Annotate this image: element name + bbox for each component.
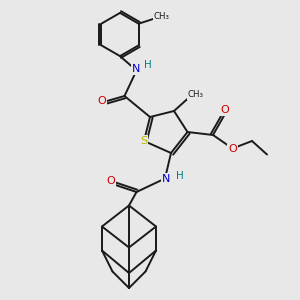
Text: O: O bbox=[220, 105, 230, 116]
Text: O: O bbox=[228, 143, 237, 154]
Text: H: H bbox=[176, 171, 184, 181]
Text: CH₃: CH₃ bbox=[154, 12, 170, 21]
Text: N: N bbox=[162, 173, 171, 184]
Text: O: O bbox=[106, 176, 116, 187]
Text: S: S bbox=[140, 136, 148, 146]
Text: O: O bbox=[98, 95, 106, 106]
Text: N: N bbox=[132, 64, 141, 74]
Text: H: H bbox=[144, 60, 152, 70]
Text: CH₃: CH₃ bbox=[188, 90, 204, 99]
